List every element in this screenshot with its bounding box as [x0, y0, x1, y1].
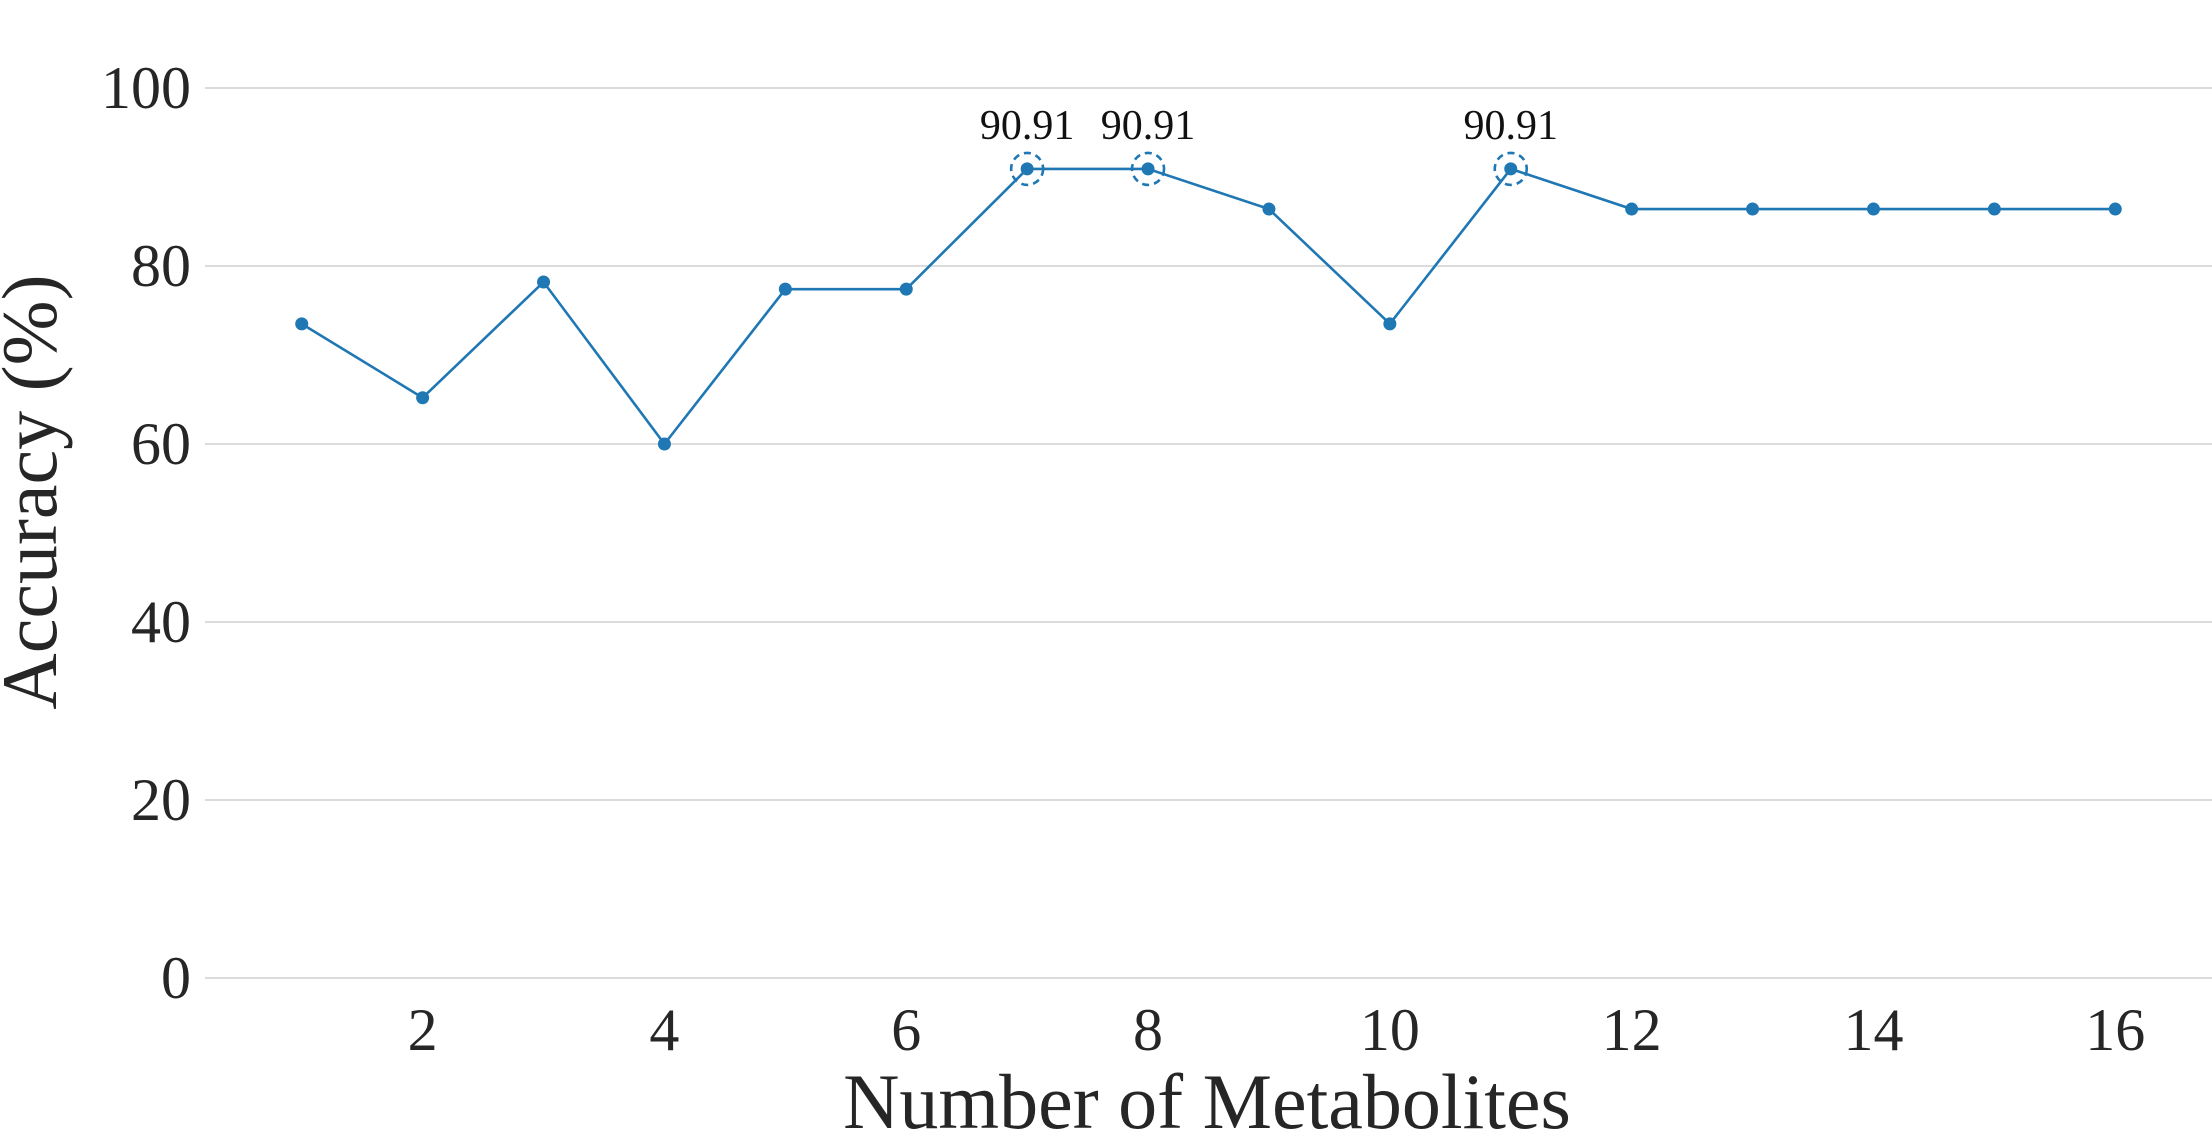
data-label: 90.91 [1464, 103, 1559, 149]
x-tick-label: 16 [2085, 997, 2145, 1063]
highlight-ring [1009, 151, 1045, 187]
data-label: 90.91 [1101, 103, 1196, 149]
x-tick-label: 14 [1843, 997, 1903, 1063]
x-tick-label: 8 [1133, 997, 1163, 1063]
annotations-group: 90.91 90.91 90.91 [980, 103, 1559, 187]
gridlines [205, 87, 2212, 979]
y-axis-ticks: 0 20 40 60 80 100 [101, 55, 191, 1011]
data-point [778, 282, 792, 296]
data-point [416, 391, 430, 405]
data-point [1020, 162, 1034, 176]
y-tick-label: 20 [131, 767, 191, 833]
data-point [537, 275, 551, 289]
data-point [899, 282, 913, 296]
highlight-ring [1130, 151, 1166, 187]
highlight-ring [1493, 151, 1529, 187]
data-point [1625, 202, 1639, 216]
x-tick-label: 2 [408, 997, 438, 1063]
data-point [657, 437, 671, 451]
data-point [1866, 202, 1880, 216]
x-tick-label: 10 [1360, 997, 1420, 1063]
data-point [1746, 202, 1760, 216]
y-tick-label: 60 [131, 411, 191, 477]
y-tick-label: 100 [101, 55, 191, 121]
data-point [1504, 162, 1518, 176]
series-group [295, 162, 2122, 451]
data-point [1262, 202, 1276, 216]
y-axis-title: Accuracy (%) [0, 274, 73, 709]
data-point [1141, 162, 1155, 176]
y-tick-label: 0 [161, 945, 191, 1011]
y-tick-label: 80 [131, 233, 191, 299]
data-point [295, 317, 309, 331]
x-tick-label: 4 [649, 997, 679, 1063]
data-point [1987, 202, 2001, 216]
x-axis-ticks: 2 4 6 8 10 12 14 16 [408, 997, 2146, 1063]
data-point [2108, 202, 2122, 216]
x-axis-title: Number of Metabolites [843, 1058, 1571, 1145]
series-line [301, 167, 2116, 447]
data-point [1383, 317, 1397, 331]
x-tick-label: 6 [891, 997, 921, 1063]
x-tick-label: 12 [1602, 997, 1662, 1063]
y-tick-label: 40 [131, 589, 191, 655]
data-label: 90.91 [980, 103, 1075, 149]
